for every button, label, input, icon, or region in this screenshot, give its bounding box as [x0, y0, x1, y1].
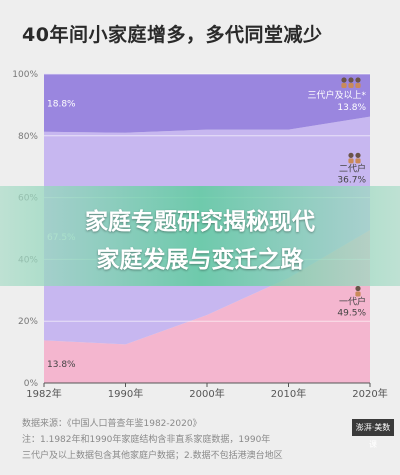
data-label-right: 49.5%: [337, 309, 366, 319]
y-tick-label: 100%: [12, 70, 38, 80]
two-people-icon: [348, 152, 354, 158]
two-people-icon: [355, 158, 361, 164]
chart-title: 40年间小家庭增多，多代同堂减少: [22, 24, 323, 46]
footnote-line-2: 三代户及以上数据包含其他家庭户数据；2.数据不包括港澳台地区: [22, 451, 283, 461]
person-icon: [355, 291, 361, 297]
person-icon: [355, 285, 361, 292]
data-label-left: 18.8%: [47, 100, 76, 110]
two-people-icon: [355, 152, 361, 158]
brand-logo: 澎湃·美数课: [352, 419, 394, 449]
two-people-icon: [348, 158, 354, 164]
x-tick-label: 1990年: [108, 387, 143, 400]
three-people-icon: [341, 83, 347, 88]
three-people-icon: [355, 77, 361, 83]
banner-line-2: 家庭发展与变迁之路: [96, 247, 304, 273]
series-name-label: 一代户: [339, 296, 366, 308]
series-name-label: 三代户及以上*: [307, 89, 366, 101]
banner-line-1: 家庭专题研究揭秘现代: [85, 209, 315, 235]
overlay-banner: 家庭专题研究揭秘现代 家庭发展与变迁之路: [0, 186, 400, 286]
source-note: 数据来源：《中国人口普查年鉴1982-2020》: [22, 419, 202, 429]
three-people-icon: [348, 83, 354, 88]
y-tick-label: 0%: [24, 379, 39, 389]
three-people-icon: [341, 77, 347, 83]
x-tick-label: 2000年: [189, 387, 224, 400]
area-3: [44, 73, 370, 133]
three-people-icon: [355, 83, 361, 88]
data-label-right: 13.8%: [337, 103, 366, 113]
series-name-label: 二代户: [339, 162, 366, 174]
y-tick-label: 80%: [18, 132, 38, 142]
x-tick-label: 2010年: [271, 387, 306, 400]
data-label-right: 36.7%: [337, 175, 366, 185]
footnote-line-1: 注：1.1982年和1990年家庭结构含非直系家庭数据，1990年: [22, 435, 271, 445]
data-label-left: 13.8%: [47, 360, 76, 370]
x-tick-label: 1982年: [26, 387, 61, 400]
y-tick-label: 20%: [18, 317, 38, 327]
x-tick-label: 2020年: [352, 387, 387, 400]
three-people-icon: [348, 77, 354, 83]
area-1: [44, 230, 370, 383]
